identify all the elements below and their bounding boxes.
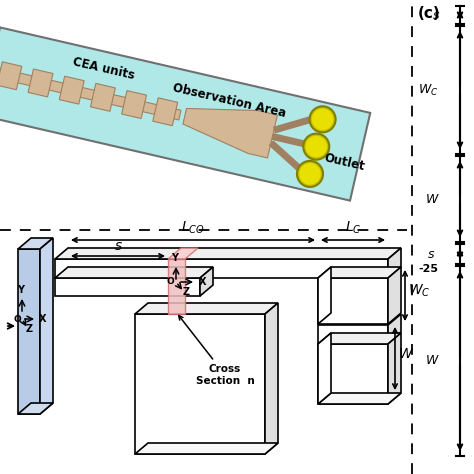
Text: $L_C$: $L_C$ [345,219,361,236]
Text: $W$: $W$ [425,355,440,367]
Text: $W_C$: $W_C$ [408,283,430,299]
Polygon shape [388,333,401,404]
Polygon shape [18,249,40,414]
Polygon shape [273,137,307,145]
Text: $s$: $s$ [432,9,440,21]
Polygon shape [265,303,278,454]
Polygon shape [122,91,146,118]
Circle shape [303,134,329,160]
Text: $W_C$: $W_C$ [418,82,438,98]
Polygon shape [55,248,401,259]
Text: (c): (c) [418,6,441,21]
Polygon shape [18,403,53,414]
Circle shape [310,106,336,132]
Polygon shape [55,267,213,278]
Text: Y: Y [172,253,179,263]
Text: Z: Z [26,324,33,334]
Polygon shape [40,238,53,414]
Polygon shape [135,314,265,454]
Circle shape [306,137,326,156]
Text: $L_{CO}$: $L_{CO}$ [181,219,205,236]
Polygon shape [0,67,181,120]
Polygon shape [271,143,301,170]
Text: CEA units: CEA units [71,55,136,82]
Polygon shape [153,98,178,126]
Polygon shape [318,333,401,344]
Polygon shape [135,303,278,314]
Polygon shape [388,267,401,324]
Text: Observation Area: Observation Area [172,82,287,120]
Polygon shape [55,278,200,296]
Polygon shape [318,344,388,404]
Text: Y: Y [18,285,25,295]
Text: $s$: $s$ [427,247,435,261]
Polygon shape [318,267,331,324]
Text: Outlet: Outlet [323,152,366,173]
Circle shape [300,164,320,184]
Polygon shape [318,267,401,278]
Polygon shape [200,267,213,296]
Polygon shape [59,76,84,104]
Text: $W$: $W$ [425,192,440,206]
Text: X: X [199,277,207,287]
Text: O: O [166,277,174,286]
Text: Cross
Section  n: Cross Section n [179,316,255,386]
Polygon shape [0,27,370,201]
Polygon shape [318,278,388,324]
Polygon shape [55,259,388,278]
Text: $W$: $W$ [398,347,414,361]
Polygon shape [183,109,277,158]
Text: O: O [13,315,21,323]
Polygon shape [18,238,53,249]
Polygon shape [135,443,278,454]
Polygon shape [318,325,388,343]
Text: $s$: $s$ [114,239,122,253]
Circle shape [297,161,323,187]
Polygon shape [318,393,401,404]
Polygon shape [91,83,115,111]
Circle shape [312,109,333,129]
Polygon shape [318,333,331,404]
Polygon shape [274,119,312,130]
Text: X: X [39,314,46,324]
Text: -25: -25 [418,264,438,274]
Text: Z: Z [182,287,190,297]
Polygon shape [28,69,53,97]
Polygon shape [388,314,401,343]
Polygon shape [168,259,185,314]
Polygon shape [0,62,22,90]
Polygon shape [388,248,401,278]
Polygon shape [168,248,198,259]
